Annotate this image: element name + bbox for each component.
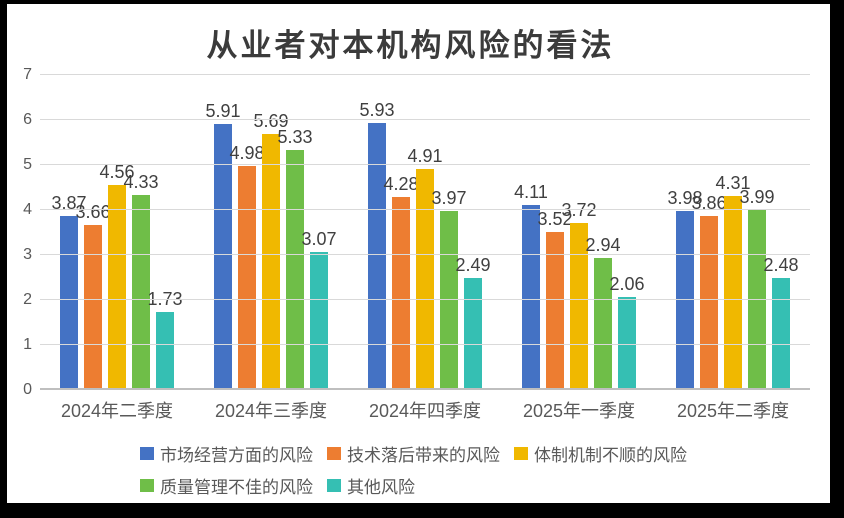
- y-tick-label: 6: [23, 111, 32, 128]
- bar-value-label: 2.49: [455, 254, 491, 275]
- legend-item: 市场经营方面的风险: [140, 441, 313, 466]
- bar-value-label: 4.11: [514, 182, 548, 203]
- bar-value-label: 2.94: [585, 234, 621, 255]
- bar: 2.49: [455, 255, 491, 390]
- gridline: [40, 299, 810, 300]
- bar-value-label: 5.93: [359, 100, 395, 121]
- x-category-label: 2024年三季度: [214, 401, 328, 421]
- bar: 1.73: [147, 289, 183, 390]
- y-tick-label: 1: [23, 336, 32, 353]
- bar-group: 5.93 4.28 4.91 3.97 2.49 2024年四季度: [348, 75, 502, 421]
- gridline: [40, 209, 810, 210]
- legend-swatch: [514, 447, 528, 460]
- y-tick-label: 4: [23, 201, 32, 218]
- chart-frame: 从业者对本机构风险的看法 3.87 3.66 4.56 4.33 1.73 2024年二季…: [7, 4, 830, 503]
- y-tick-label: 5: [23, 156, 32, 173]
- legend-swatch: [327, 479, 341, 492]
- gridline: [40, 119, 810, 120]
- bar-value-label: 3.98: [667, 187, 703, 208]
- bar-value-label: 4.91: [407, 146, 443, 167]
- legend-item: 其他风险: [327, 473, 415, 498]
- bar: 3.07: [301, 229, 337, 390]
- legend-label: 技术落后带来的风险: [347, 446, 500, 465]
- x-category-label: 2025年一季度: [522, 401, 636, 421]
- y-tick-label: 3: [23, 246, 32, 263]
- bar-value-label: 3.72: [561, 199, 597, 220]
- y-tick-label: 2: [23, 291, 32, 308]
- bar: 2.06: [609, 274, 645, 390]
- legend-item: 质量管理不佳的风险: [140, 473, 313, 498]
- bar-value-label: 3.99: [739, 187, 775, 208]
- legend-label: 其他风险: [347, 478, 415, 497]
- bar: 3.87: [51, 193, 87, 390]
- bar-value-label: 5.69: [253, 110, 289, 131]
- legend-swatch: [327, 447, 341, 460]
- bar: 4.91: [407, 146, 443, 390]
- chart-title: 从业者对本机构风险的看法: [206, 28, 615, 64]
- legend-label: 体制机制不顺的风险: [534, 446, 687, 465]
- bar-value-label: 4.33: [123, 172, 159, 193]
- gridline: [40, 254, 810, 255]
- bar-value-label: 4.56: [99, 161, 135, 182]
- bar-group: 3.98 3.86 4.31 3.99 2.48 2025年二季度: [656, 75, 810, 421]
- bar: 2.48: [763, 255, 799, 390]
- x-category-label: 2024年四季度: [368, 401, 482, 421]
- bar: 3.66: [75, 202, 111, 390]
- legend-swatch: [140, 447, 154, 460]
- bar-value-label: 3.52: [537, 208, 573, 229]
- legend-item: 技术落后带来的风险: [327, 441, 500, 466]
- bar: 3.52: [537, 209, 573, 390]
- legend-label: 市场经营方面的风险: [160, 446, 313, 465]
- x-category-label: 2025年二季度: [676, 401, 790, 421]
- bar: 3.97: [431, 188, 467, 390]
- bar: 5.91: [205, 101, 241, 390]
- y-tick-label: 0: [23, 381, 32, 398]
- bar-value-label: 5.33: [277, 127, 313, 148]
- bar-groups: 3.87 3.66 4.56 4.33 1.73 2024年二季度 5.91 4.98 5.69…: [40, 75, 810, 421]
- bar: 4.98: [229, 143, 265, 390]
- legend-swatch: [140, 479, 154, 492]
- bar-value-label: 4.28: [383, 174, 419, 195]
- bar: 3.99: [739, 187, 775, 390]
- bar: 4.11: [514, 182, 548, 390]
- bar-group: 4.11 3.52 3.72 2.94 2.06 2025年一季度: [502, 75, 656, 421]
- x-category-label: 2024年二季度: [60, 401, 174, 421]
- bar-value-label: 5.91: [205, 101, 241, 122]
- legend-item: 体制机制不顺的风险: [514, 441, 687, 466]
- bar: 4.31: [715, 173, 751, 390]
- gridline: [40, 74, 810, 75]
- bar-value-label: 3.66: [75, 202, 111, 223]
- bar-value-label: 4.31: [715, 173, 751, 194]
- y-tick-label: 7: [23, 66, 32, 83]
- bar-group: 3.87 3.66 4.56 4.33 1.73 2024年二季度: [40, 75, 194, 421]
- bar: 3.98: [667, 188, 703, 390]
- bar-value-label: 2.06: [609, 274, 645, 295]
- bar: 3.86: [691, 193, 727, 390]
- bar: 5.33: [277, 127, 313, 390]
- bar: 5.69: [253, 111, 289, 390]
- gridline: [40, 344, 810, 345]
- bar: 4.33: [123, 172, 159, 390]
- gridline: [40, 164, 810, 165]
- bar: 4.56: [99, 162, 135, 390]
- bar-value-label: 2.48: [763, 255, 799, 276]
- gridline: [40, 388, 810, 390]
- bar-value-label: 3.86: [691, 193, 727, 214]
- bar-value-label: 3.07: [301, 228, 337, 249]
- bar-group: 5.91 4.98 5.69 5.33 3.07 2024年三季度: [194, 75, 348, 421]
- bar: 2.94: [585, 235, 621, 390]
- bar: 5.93: [359, 100, 395, 390]
- bar: 4.28: [383, 174, 419, 390]
- bar-value-label: 3.87: [51, 192, 87, 213]
- bar-value-label: 4.98: [229, 142, 265, 163]
- legend: 市场经营方面的风险 技术落后带来的风险 体制机制不顺的风险质量管理不佳的风险 其他风险: [140, 441, 740, 498]
- legend-label: 质量管理不佳的风险: [160, 478, 313, 497]
- plot-area: 3.87 3.66 4.56 4.33 1.73 2024年二季度 5.91 4.98 5.69…: [23, 66, 810, 421]
- bar-value-label: 3.97: [431, 188, 467, 209]
